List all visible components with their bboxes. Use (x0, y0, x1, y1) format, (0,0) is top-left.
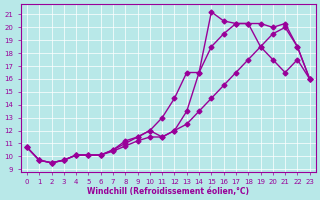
X-axis label: Windchill (Refroidissement éolien,°C): Windchill (Refroidissement éolien,°C) (87, 187, 249, 196)
